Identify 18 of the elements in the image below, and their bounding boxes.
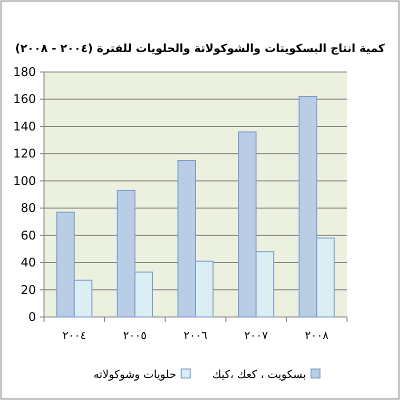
y-tick-label: 120 (13, 146, 36, 161)
y-tick-label: 140 (13, 119, 36, 134)
y-tick-label: 20 (20, 282, 36, 297)
x-tick-label: ٢٠٠٦ (184, 329, 208, 342)
x-tick-label: ٢٠٠٤ (62, 329, 86, 342)
y-tick-label: 100 (13, 174, 36, 188)
y-tick-label: 0 (28, 310, 36, 324)
y-tick-label: 180 (13, 65, 36, 79)
legend-item: حلويات وشوكولاته (94, 368, 191, 381)
y-tick-label: 160 (13, 92, 36, 106)
x-tick-label: ٢٠٠٨ (304, 329, 329, 342)
y-tick-label: 60 (20, 228, 36, 242)
x-tick-label: ٢٠٠٧ (244, 329, 268, 342)
y-tick-label: 80 (20, 201, 36, 216)
chart-title: كمية انتاج البسكويتات والشوكولاتة والحلويات للفترة (٢٠٠٤ - ٢٠٠٨) (15, 42, 386, 55)
y-tick-label: 40 (20, 256, 36, 270)
legend-item: بسكويت ، كعك ،كيك (212, 368, 320, 381)
x-tick-label: ٢٠٠٥ (123, 329, 147, 342)
